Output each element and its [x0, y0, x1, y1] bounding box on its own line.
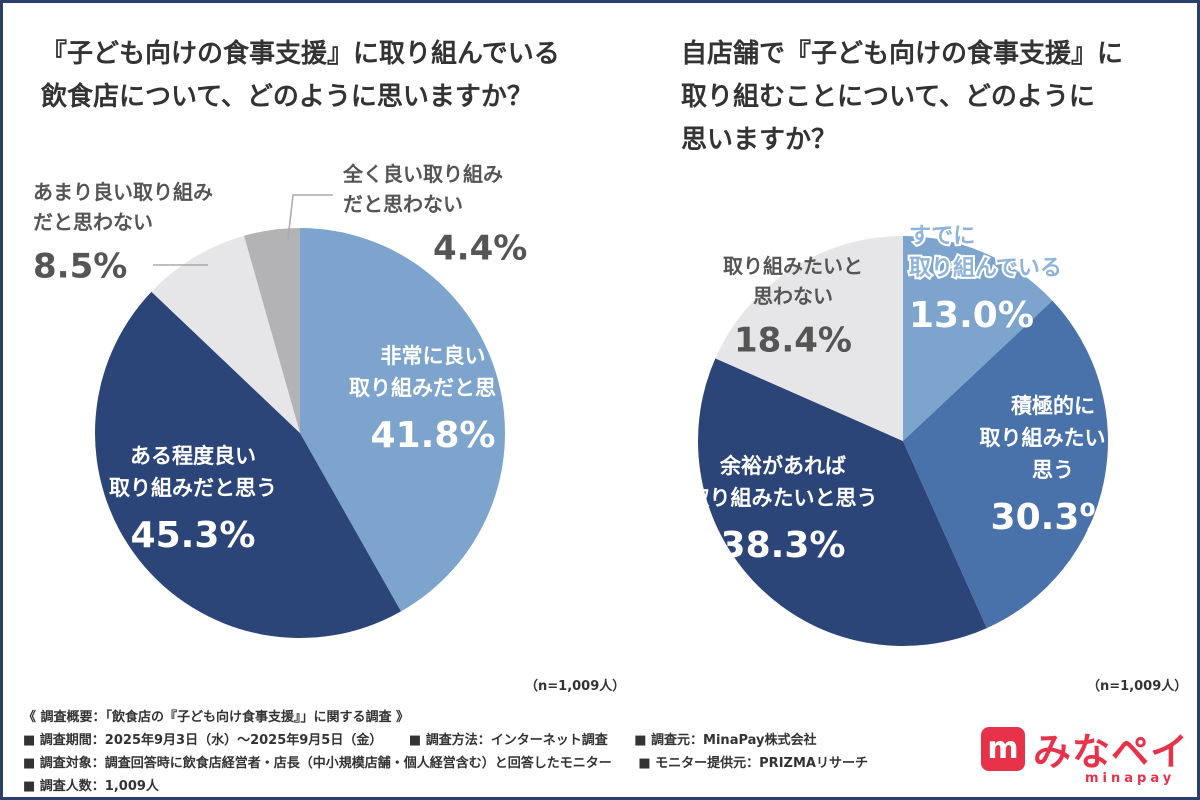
pie-charts: 非常に良い取り組みだと思う41.8%ある程度良い取り組みだと思う45.3%あまり… — [33, 162, 1127, 646]
logo-subtext: minapay — [1085, 771, 1176, 786]
pie-slice — [94, 291, 402, 639]
right-sample-size-note: （n=1,009人） — [1087, 679, 1188, 694]
slice-label: だと思わない — [343, 192, 463, 216]
title-line: 思いますか？ — [681, 125, 838, 155]
slice-label: 思わない — [753, 284, 833, 308]
slice-label: 思う — [1032, 458, 1074, 482]
pie-slice — [903, 236, 1053, 441]
slice-value-label: 30.3% — [991, 497, 1116, 538]
slice-label: 取り組んでいる — [909, 255, 1062, 281]
slice-label: 取り組みだと思う — [349, 376, 517, 400]
survey-overview: 《 調査概要：「飲食店の『子ども向け食事支援』」に関する調査 》 ■ 調査期間：… — [23, 706, 868, 798]
slice-value-label: 41.8% — [371, 415, 496, 456]
slice-value-label: 13.0% — [909, 295, 1034, 336]
title-line: 取り組むことについて、どのように — [681, 82, 1095, 112]
slice-label: あまり良い取り組み — [33, 180, 213, 204]
pie-slice — [300, 228, 506, 612]
right-question-title: 自店舗で『子ども向けの食事支援』に 取り組むことについて、どのように 思いますか… — [681, 33, 1123, 162]
pie-slice — [903, 300, 1108, 629]
survey-details-row: ■ 調査期間：2025年9月3日（水）～2025年9月5日（金） ■ 調査方法：… — [23, 729, 868, 752]
slice-value-label: 18.4% — [734, 321, 852, 361]
slice-label: ある程度良い — [130, 444, 256, 468]
title-line: 自店舗で『子ども向けの食事支援』に — [681, 39, 1124, 69]
slice-value-label: 8.5% — [33, 247, 127, 287]
survey-target-row: ■ 調査対象：調査回答時に飲食店経営者・店長（中小規模店舗・個人経営含む）と回答… — [23, 752, 868, 775]
leader-line — [287, 194, 333, 240]
slice-label: 取り組みたいと — [723, 254, 863, 278]
slice-label: 全く良い取り組み — [342, 162, 503, 186]
pie-slice — [244, 227, 300, 433]
slice-label: 非常に良い — [381, 344, 486, 368]
slice-label: だと思わない — [33, 210, 153, 234]
survey-target: ■ 調査対象：調査回答時に飲食店経営者・店長（中小規模店舗・個人経営含む）と回答… — [23, 756, 612, 771]
pie-slice — [715, 235, 903, 441]
logo-mark-icon: m — [981, 727, 1025, 771]
pie-slice — [151, 235, 300, 433]
survey-count: ■ 調査人数：1,009人 — [23, 779, 159, 794]
slice-label: すでに — [909, 224, 975, 249]
survey-period: ■ 調査期間：2025年9月3日（水）～2025年9月5日（金） — [23, 733, 383, 748]
slice-label: 取り組みたいと — [980, 426, 1127, 450]
survey-source: ■ 調査元：MinaPay株式会社 — [634, 733, 817, 748]
survey-summary: 《 調査概要：「飲食店の『子ども向け食事支援』」に関する調査 》 — [23, 710, 410, 725]
survey-provider: ■ モニター提供元：PRIZMAリサーチ — [638, 756, 868, 771]
left-sample-size-note: （n=1,009人） — [525, 679, 626, 694]
slice-label: 取り組みたいと思う — [689, 486, 878, 510]
pie-chart-2: すでに取り組んでいる13.0%積極的に取り組みたいと思う30.3%余裕があれば取… — [689, 222, 1127, 646]
slice-value-label: 45.3% — [131, 515, 256, 556]
slice-label: 余裕があれば — [719, 454, 846, 478]
logo-wordmark: みなペイ — [1033, 730, 1190, 774]
title-line: 飲食店について、どのように思いますか？ — [41, 82, 533, 112]
slice-value-label: 38.3% — [721, 525, 846, 566]
slice-value-label: 4.4% — [433, 229, 527, 269]
survey-method: ■ 調査方法：インターネット調査 — [408, 733, 608, 748]
pie-chart-1: 非常に良い取り組みだと思う41.8%ある程度良い取り組みだと思う45.3%あまり… — [33, 162, 527, 639]
slice-label: 積極的に — [1011, 394, 1095, 418]
left-question-title: 『子ども向けの食事支援』に取り組んでいる 飲食店について、どのように思いますか？ — [41, 33, 560, 119]
pie-slice — [698, 358, 987, 646]
title-line: 『子ども向けの食事支援』に取り組んでいる — [41, 39, 560, 69]
slice-label: 取り組みだと思う — [109, 476, 277, 500]
minapay-logo: m みなペイ minapay — [981, 721, 1191, 791]
